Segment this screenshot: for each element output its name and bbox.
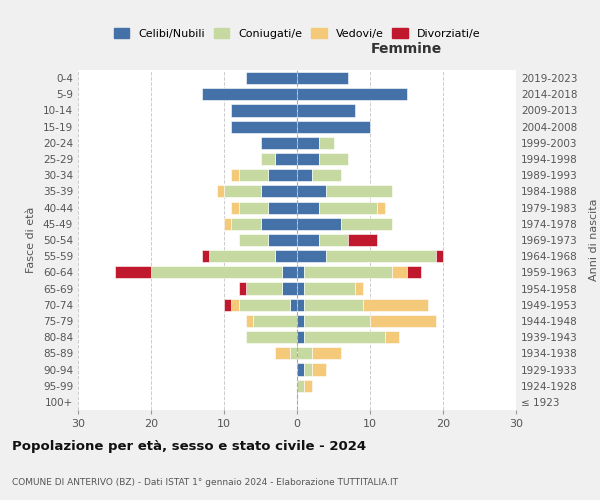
Bar xyxy=(239,234,268,246)
Bar xyxy=(341,218,392,230)
Bar xyxy=(304,380,311,392)
Bar xyxy=(232,120,297,132)
Bar xyxy=(297,250,326,262)
Bar xyxy=(297,153,319,165)
Bar xyxy=(260,137,297,149)
Bar xyxy=(326,250,436,262)
Bar xyxy=(370,315,436,327)
Bar xyxy=(311,169,341,181)
Bar xyxy=(275,348,290,360)
Bar xyxy=(297,137,319,149)
Bar xyxy=(202,250,209,262)
Bar xyxy=(311,364,326,376)
Bar xyxy=(297,104,355,117)
Bar xyxy=(297,72,348,84)
Bar xyxy=(268,234,297,246)
Bar xyxy=(311,348,341,360)
Bar xyxy=(297,282,304,294)
Text: Femmine: Femmine xyxy=(371,42,442,56)
Bar xyxy=(319,153,348,165)
Bar xyxy=(239,282,246,294)
Bar xyxy=(297,331,304,343)
Bar xyxy=(319,137,334,149)
Bar xyxy=(304,298,363,311)
Bar xyxy=(297,218,341,230)
Bar xyxy=(246,282,283,294)
Bar xyxy=(297,120,370,132)
Bar xyxy=(224,218,232,230)
Bar xyxy=(239,169,268,181)
Bar xyxy=(202,88,297,101)
Y-axis label: Fasce di età: Fasce di età xyxy=(26,207,36,273)
Y-axis label: Anni di nascita: Anni di nascita xyxy=(589,198,599,281)
Bar xyxy=(246,72,297,84)
Bar xyxy=(304,282,355,294)
Bar xyxy=(297,202,319,213)
Bar xyxy=(275,153,297,165)
Bar xyxy=(268,202,297,213)
Bar xyxy=(224,298,232,311)
Bar xyxy=(239,202,268,213)
Bar xyxy=(304,364,311,376)
Bar xyxy=(297,88,407,101)
Bar xyxy=(115,266,151,278)
Bar xyxy=(253,315,297,327)
Bar xyxy=(268,169,297,181)
Bar xyxy=(297,298,304,311)
Bar xyxy=(355,282,363,294)
Bar xyxy=(232,169,239,181)
Legend: Celibi/Nubili, Coniugati/e, Vedovi/e, Divorziati/e: Celibi/Nubili, Coniugati/e, Vedovi/e, Di… xyxy=(114,28,480,38)
Bar xyxy=(326,186,392,198)
Bar xyxy=(297,266,304,278)
Bar xyxy=(290,298,297,311)
Bar xyxy=(319,202,377,213)
Bar xyxy=(297,348,311,360)
Bar xyxy=(283,282,297,294)
Bar xyxy=(151,266,283,278)
Bar xyxy=(232,202,239,213)
Bar xyxy=(283,266,297,278)
Text: Popolazione per età, sesso e stato civile - 2024: Popolazione per età, sesso e stato civil… xyxy=(12,440,366,453)
Bar xyxy=(224,186,260,198)
Bar xyxy=(275,250,297,262)
Bar xyxy=(297,169,311,181)
Bar xyxy=(304,315,370,327)
Bar xyxy=(232,104,297,117)
Bar xyxy=(297,380,304,392)
Bar xyxy=(260,153,275,165)
Bar xyxy=(385,331,399,343)
Bar xyxy=(260,186,297,198)
Bar xyxy=(297,364,304,376)
Bar xyxy=(407,266,421,278)
Bar xyxy=(297,315,304,327)
Bar xyxy=(392,266,407,278)
Bar xyxy=(217,186,224,198)
Bar xyxy=(232,298,239,311)
Bar xyxy=(436,250,443,262)
Bar xyxy=(209,250,275,262)
Text: COMUNE DI ANTERIVO (BZ) - Dati ISTAT 1° gennaio 2024 - Elaborazione TUTTITALIA.I: COMUNE DI ANTERIVO (BZ) - Dati ISTAT 1° … xyxy=(12,478,398,487)
Bar xyxy=(232,218,260,230)
Bar xyxy=(246,331,297,343)
Bar xyxy=(377,202,385,213)
Bar xyxy=(246,315,253,327)
Bar xyxy=(297,186,326,198)
Bar xyxy=(260,218,297,230)
Bar xyxy=(304,331,385,343)
Bar xyxy=(290,348,297,360)
Bar xyxy=(304,266,392,278)
Bar xyxy=(363,298,428,311)
Bar xyxy=(239,298,290,311)
Bar xyxy=(319,234,348,246)
Bar xyxy=(348,234,377,246)
Bar xyxy=(297,234,319,246)
